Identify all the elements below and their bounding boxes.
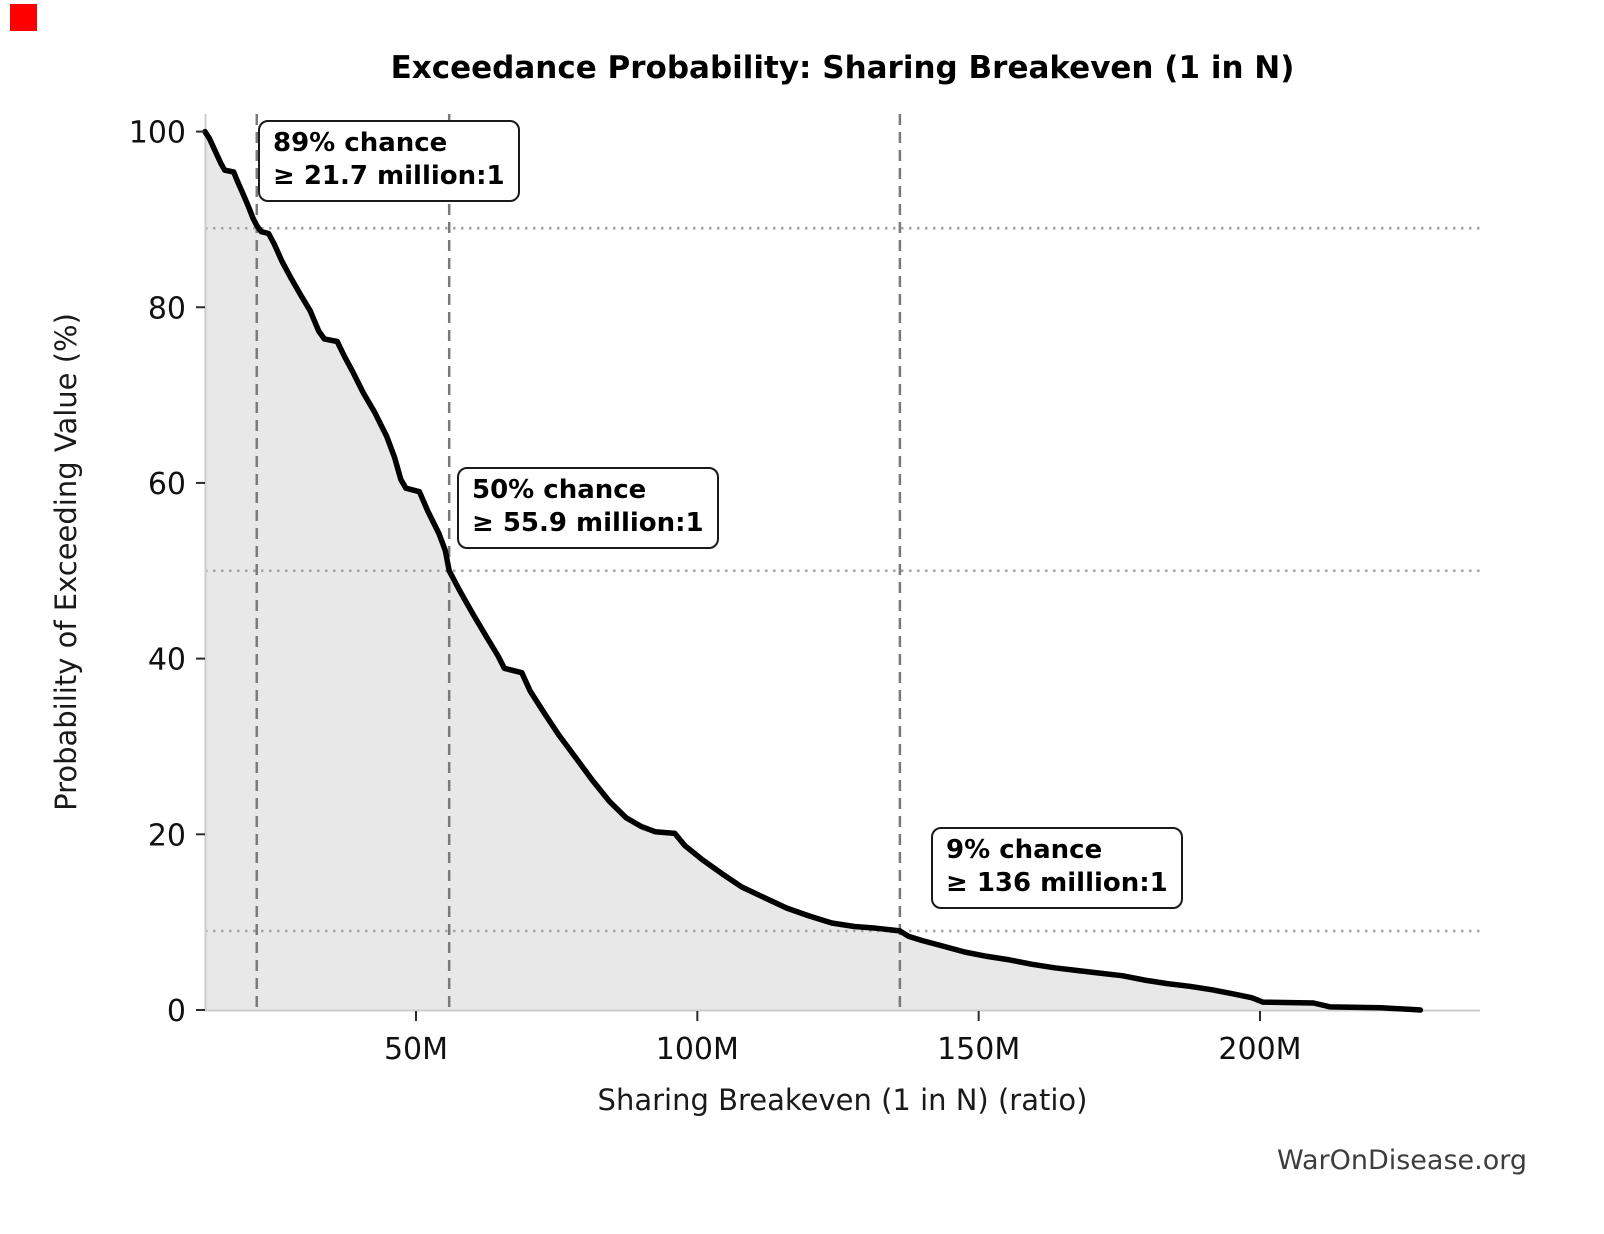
chart-title: Exceedance Probability: Sharing Breakeve…: [390, 50, 1295, 86]
annotation-line2: ≥ 55.9 million:1: [472, 508, 704, 538]
x-tick-label-200M: 200M: [1218, 1032, 1301, 1067]
annotation-box-89pct: 89% chance ≥ 21.7 million:1: [258, 120, 520, 202]
annotation-box-9pct: 9% chance ≥ 136 million:1: [931, 827, 1183, 909]
exceedance-curve: [202, 128, 1424, 1013]
y-tick-label-20: 20: [148, 818, 186, 853]
y-tick-label-0: 0: [167, 994, 186, 1029]
y-tick-label-60: 60: [148, 467, 186, 502]
y-tick-label-40: 40: [148, 643, 186, 678]
x-axis-label: Sharing Breakeven (1 in N) (ratio): [597, 1083, 1088, 1117]
annotation-line2: ≥ 21.7 million:1: [273, 161, 505, 191]
red-marker: [10, 4, 37, 31]
x-tick-label-50M: 50M: [384, 1032, 448, 1067]
annotation-line1: 50% chance: [472, 475, 647, 505]
curve-fill-area: [205, 131, 1421, 1011]
annotation-line2: ≥ 136 million:1: [946, 868, 1168, 898]
y-tick-label-100: 100: [129, 116, 186, 151]
annotation-box-50pct: 50% chance ≥ 55.9 million:1: [457, 467, 719, 549]
annotation-line1: 9% chance: [946, 835, 1103, 865]
x-tick-label-150M: 150M: [937, 1032, 1020, 1067]
watermark: WarOnDisease.org: [1276, 1145, 1528, 1176]
y-tick-label-80: 80: [148, 291, 186, 326]
annotation-line1: 89% chance: [273, 128, 448, 158]
x-tick-label-100M: 100M: [656, 1032, 739, 1067]
